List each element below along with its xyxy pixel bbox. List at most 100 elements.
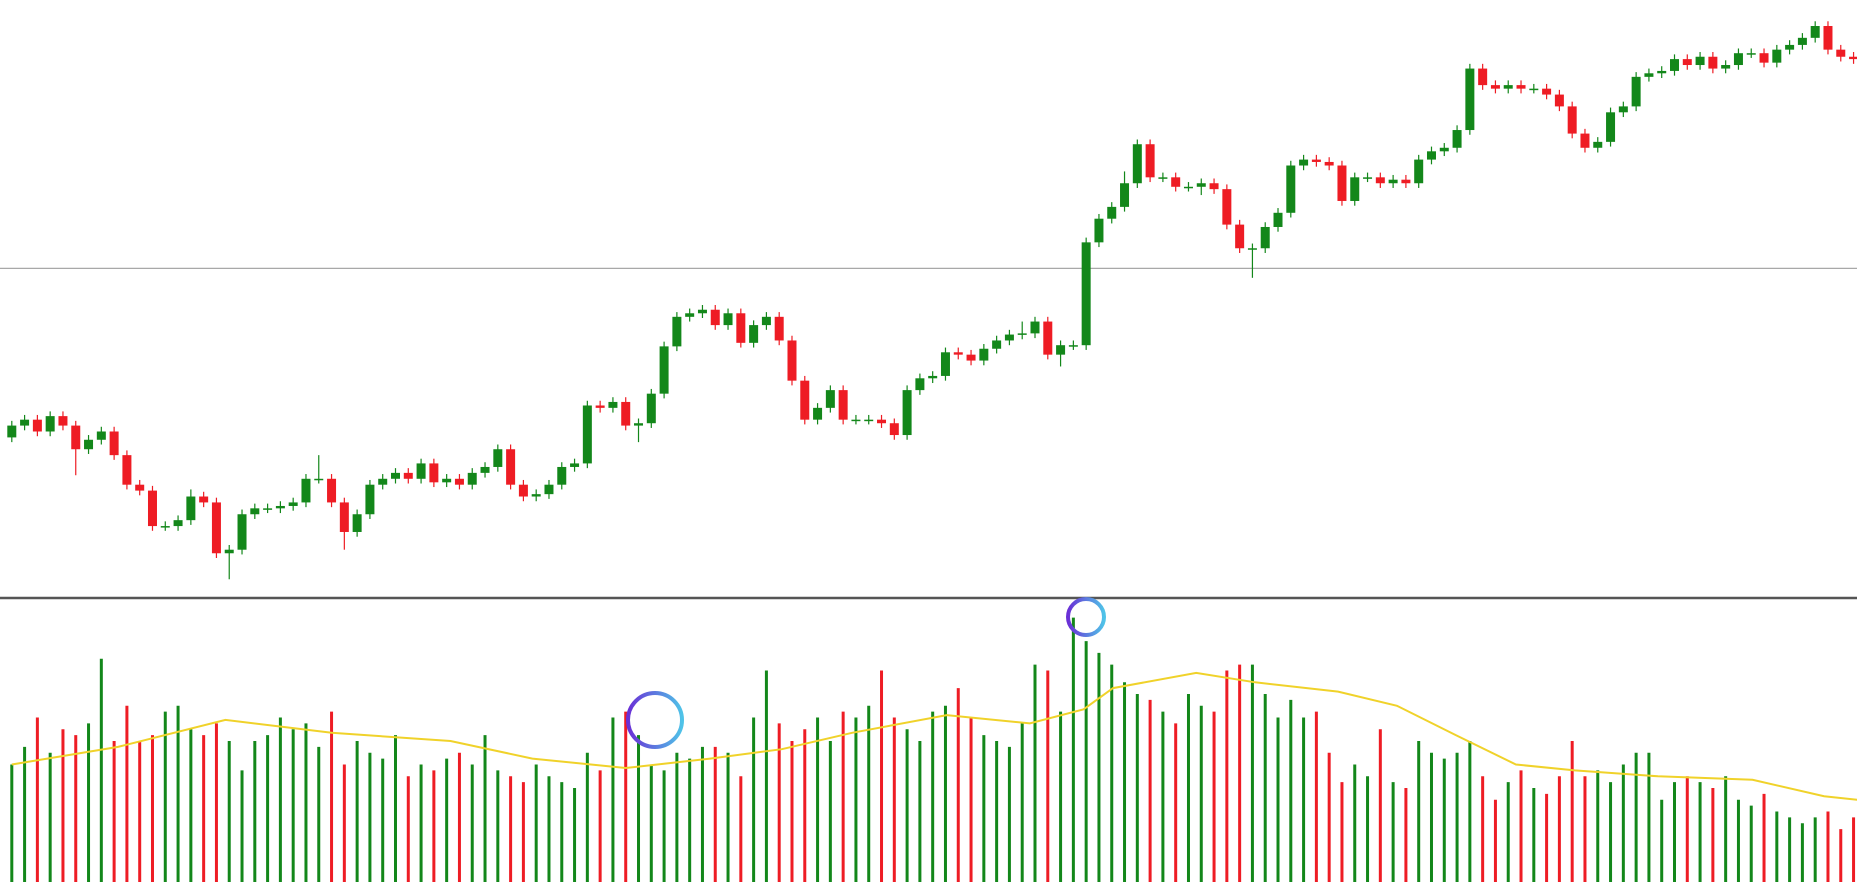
candle-body [1183,186,1193,189]
candle-body [1503,85,1513,89]
candle-body [327,478,337,503]
candle-body [301,478,311,503]
candle-body [416,463,426,479]
candle-body [736,313,746,343]
candle-body [877,419,887,424]
candle-body [1375,177,1385,184]
candle-body [531,494,541,497]
candle-body [710,309,720,326]
candle-body [557,466,567,485]
candle-body [544,484,554,495]
highlight-circle [1066,597,1106,637]
candle-body [838,390,848,420]
candle-body [1068,345,1078,347]
candle-body [902,390,912,436]
candle-body [1542,88,1552,95]
candle-body [454,478,464,485]
candle-body [1797,37,1807,45]
candle-body [749,325,759,343]
candle-body [787,340,797,381]
candle-body [1056,345,1066,355]
candle-body [442,478,452,483]
candle-body [1299,159,1309,166]
candle-body [96,431,106,440]
volume-pane [10,617,1857,882]
candle-body [1273,212,1283,227]
candle-body [1004,334,1014,341]
candle-body [1439,147,1449,152]
candle-body [1721,65,1731,69]
candle-body [864,419,874,422]
candle-body [135,484,145,491]
candle-body [800,380,810,420]
candle-body [1529,88,1539,91]
highlight-circle [626,691,684,749]
candle-body [634,423,644,426]
candle-body [953,352,963,355]
candle-body [1567,106,1577,134]
candle-body [275,505,285,509]
candle-body [979,348,989,361]
candle-body [659,346,669,394]
candle-body [595,405,605,408]
candle-body [1618,106,1628,113]
candle-body [1836,49,1846,57]
candle-body [761,316,771,326]
candle-body [1209,183,1219,190]
candle-body [1145,144,1155,178]
candle-body [1785,44,1795,50]
candle-body [889,423,899,436]
candle-body [1120,183,1130,207]
candle-body [1222,189,1232,225]
candle-body [391,472,400,479]
candle-body [288,502,298,506]
candle-body [915,378,925,391]
candle-body [1490,85,1500,89]
candle-body [1465,68,1475,131]
candle-body [365,484,375,515]
candle-body [122,455,132,485]
candle-body [1414,159,1424,184]
candle-body [1516,85,1526,89]
candle-body [940,352,950,376]
candle-body [1043,321,1053,355]
candle-body [160,526,170,528]
candle-body [1401,179,1411,184]
candle-body [403,472,413,479]
candle-body [263,508,273,510]
candle-body [518,484,528,497]
candle-body [672,316,682,347]
candle-body [825,390,835,408]
candle-body [1695,56,1705,66]
candle-body [20,419,30,426]
candle-body [1746,53,1756,55]
candle-body [1708,56,1718,69]
candle-body [1554,94,1564,107]
candle-body [697,309,707,314]
candle-body [1363,177,1373,179]
candle-body [1759,53,1769,63]
candle-body [582,405,592,464]
candle-body [1260,226,1270,249]
candle-body [1350,177,1360,201]
candle-body [1593,141,1603,148]
candle-body [1030,321,1040,334]
price-pane [0,21,1857,580]
candle-body [1426,151,1436,160]
candle-body [1107,206,1117,219]
candle-body [84,439,94,450]
candle-body [109,431,119,456]
candle-body [966,354,976,361]
candle-body [58,416,68,426]
candle-body [1158,177,1168,179]
candle-body [570,463,580,467]
candle-body [1337,165,1347,201]
moving-average [11,671,1857,801]
candle-body [1081,242,1091,346]
candle-body [1324,161,1334,166]
candle-body [71,425,81,450]
candle-body [774,316,784,341]
candle-body [506,449,516,485]
